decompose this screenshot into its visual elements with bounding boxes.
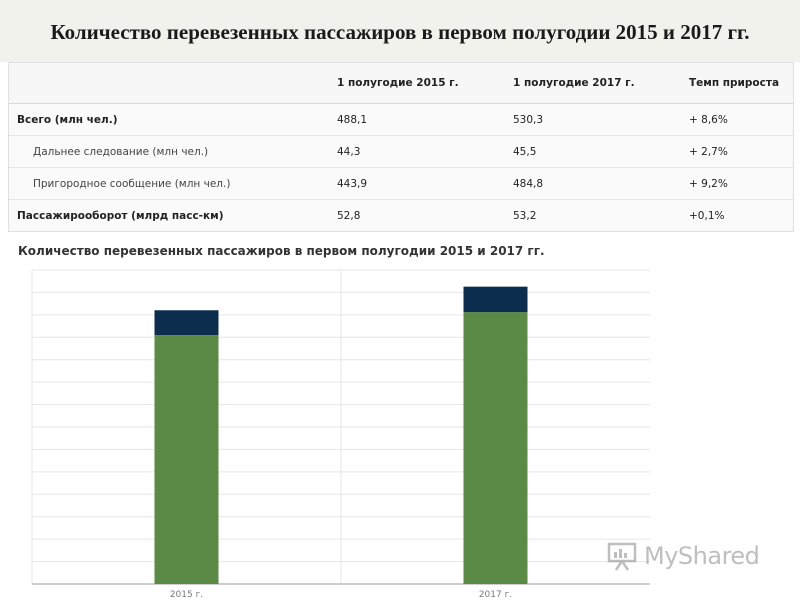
- row-label: Дальнее следование (млн чел.): [9, 135, 337, 168]
- presentation-icon: [606, 541, 640, 571]
- table-header-cell: 1 полугодие 2017 г.: [513, 63, 689, 104]
- cell-2015: 44,3: [337, 135, 513, 168]
- cell-2015: 488,1: [337, 103, 513, 136]
- stacked-bar-chart: 2015 г. 2017 г.: [31, 269, 650, 600]
- cell-2015: 52,8: [337, 209, 361, 222]
- slide-title: Количество перевезенных пассажиров в пер…: [50, 20, 750, 44]
- x-tick-label: 2017 г.: [479, 590, 512, 600]
- watermark-logo: MyShared: [606, 536, 776, 576]
- table-header-cell: 1 полугодие 2015 г.: [337, 63, 513, 104]
- cell-2017: 484,8: [513, 167, 689, 200]
- stats-table-container: 1 полугодие 2015 г. 1 полугодие 2017 г. …: [8, 62, 794, 232]
- cell-2017: 53,2: [513, 209, 537, 222]
- bar-segment: [463, 312, 528, 584]
- title-band: [0, 0, 800, 62]
- chart-title: Количество перевезенных пассажиров в пер…: [18, 244, 545, 258]
- table-row: Пассажирооборот (млрд пасс-км) 52,8 53,2…: [9, 200, 793, 232]
- cell-growth: + 8,6%: [689, 103, 793, 136]
- table-header-cell: [9, 63, 337, 104]
- cell-growth: +0,1%: [689, 209, 725, 222]
- stats-table: 1 полугодие 2015 г. 1 полугодие 2017 г. …: [9, 63, 793, 231]
- row-label: Пригородное сообщение (млн чел.): [9, 167, 337, 200]
- table-row: Всего (млн чел.) 488,1 530,3 + 8,6%: [9, 103, 793, 136]
- row-label: Всего (млн чел.): [9, 103, 337, 136]
- bar-segment: [154, 335, 219, 584]
- watermark-text: MyShared: [644, 542, 760, 570]
- cell-2017: 45,5: [513, 135, 689, 168]
- bar-segment: [463, 286, 528, 313]
- bar-segment: [154, 310, 219, 336]
- cell-growth: + 2,7%: [689, 135, 793, 168]
- x-tick-label: 2015 г.: [170, 590, 203, 600]
- table-row: Дальнее следование (млн чел.) 44,3 45,5 …: [9, 135, 793, 168]
- row-label: Пассажирооборот (млрд пасс-км): [17, 209, 224, 222]
- table-header-row: 1 полугодие 2015 г. 1 полугодие 2017 г. …: [9, 63, 793, 104]
- table-header-cell: Темп прироста: [689, 63, 793, 104]
- cell-growth: + 9,2%: [689, 167, 793, 200]
- table-row: Пригородное сообщение (млн чел.) 443,9 4…: [9, 167, 793, 200]
- cell-2015: 443,9: [337, 167, 513, 200]
- cell-2017: 530,3: [513, 103, 689, 136]
